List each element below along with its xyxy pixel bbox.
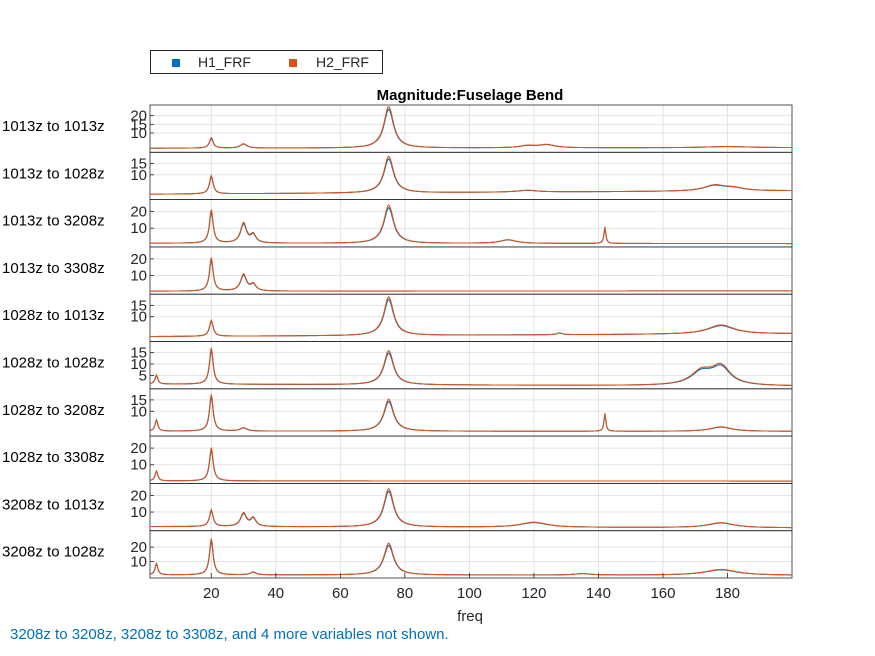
x-tick-label: 100 — [457, 585, 482, 602]
x-tick-label: 160 — [650, 585, 675, 602]
panel-label: 1013z to 1028z — [2, 165, 105, 182]
y-tick-label: 10 — [130, 268, 147, 285]
y-tick-label: 20 — [130, 539, 147, 556]
legend-label-h2-frf: H2_FRF — [316, 54, 369, 70]
h2-frf-swatch — [289, 59, 297, 67]
panel-frame — [149, 530, 793, 579]
y-tick-label: 15 — [130, 155, 147, 172]
y-tick-label: 10 — [130, 554, 147, 571]
x-axis: 20 40 60 80 100 120 140 160 180 — [203, 573, 740, 602]
y-tick-label: 15 — [130, 345, 147, 362]
y-tick-label: 15 — [130, 297, 147, 314]
h2-frf-line — [150, 204, 792, 245]
y-tick-label: 10 — [130, 167, 147, 184]
h2-frf-line — [149, 347, 792, 386]
h2-frf-line — [150, 106, 792, 149]
h2-frf-line — [149, 538, 792, 576]
y-tick-label: 10 — [130, 457, 147, 474]
hidden-variables-note: 3208z to 3208z, 3208z to 3308z, and 4 mo… — [10, 626, 449, 643]
h1-frf-line — [150, 490, 792, 529]
panel-label: 1013z to 1013z — [2, 118, 105, 135]
x-tick-label: 180 — [715, 585, 740, 602]
panel-frame — [149, 435, 793, 484]
y-tick-label: 15 — [130, 116, 147, 133]
h1-frf-line — [149, 541, 792, 576]
x-tick-label: 120 — [521, 585, 546, 602]
panel-label: 1028z to 1013z — [2, 307, 105, 324]
panel-frame — [149, 199, 793, 248]
legend-label-h1-frf: H1_FRF — [198, 54, 251, 70]
y-tick-label: 10 — [130, 504, 147, 521]
chart-title: Magnitude:Fuselage Bend — [377, 87, 564, 104]
x-tick-label: 60 — [332, 585, 349, 602]
h1-frf-line — [150, 108, 792, 149]
panel-label: 1013z to 3208z — [2, 213, 105, 230]
y-tick-label: 10 — [130, 403, 147, 420]
panel-frame — [149, 246, 793, 295]
y-tick-label: 20 — [130, 487, 147, 504]
h1-frf-line — [149, 397, 792, 432]
y-tick-label: 10 — [130, 125, 147, 142]
y-tick-label: 20 — [130, 108, 147, 125]
y-tick-label: 10 — [130, 220, 147, 237]
x-axis-label: freq — [457, 608, 483, 625]
panel-label: 3208z to 1013z — [2, 496, 105, 513]
y-tick-label: 5 — [139, 367, 147, 384]
h1-frf-line — [149, 449, 792, 482]
panel-label: 1028z to 3208z — [2, 402, 105, 419]
panel-label: 1028z to 1028z — [2, 355, 105, 372]
panel-frame — [149, 482, 793, 532]
x-tick-label: 80 — [397, 585, 414, 602]
y-tick-label: 10 — [130, 309, 147, 326]
h2-frf-line — [149, 487, 792, 529]
y-tick-label: 15 — [130, 392, 147, 409]
x-tick-label: 20 — [203, 585, 220, 602]
panel-label: 1028z to 3308z — [2, 449, 105, 466]
x-tick-label: 40 — [267, 585, 284, 602]
y-tick-label: 20 — [130, 204, 147, 221]
h2-frf-line — [149, 447, 792, 482]
h2-frf-line — [150, 257, 792, 292]
y-tick-label: 20 — [130, 251, 147, 268]
legend: H1_FRF H2_FRF — [150, 50, 383, 74]
y-tick-label: 10 — [130, 356, 147, 373]
panel-frame — [149, 341, 793, 390]
panel-label: 1013z to 3308z — [2, 260, 105, 277]
h2-frf-line — [150, 296, 792, 338]
h2-frf-line — [149, 394, 792, 432]
h1-frf-line — [149, 350, 792, 386]
h1-frf-swatch — [172, 59, 180, 67]
h1-frf-line — [150, 206, 792, 245]
x-tick-label: 140 — [586, 585, 611, 602]
panel-label: 3208z to 1028z — [2, 544, 105, 561]
y-tick-label: 20 — [130, 440, 147, 457]
h2-frf-line — [150, 155, 792, 195]
